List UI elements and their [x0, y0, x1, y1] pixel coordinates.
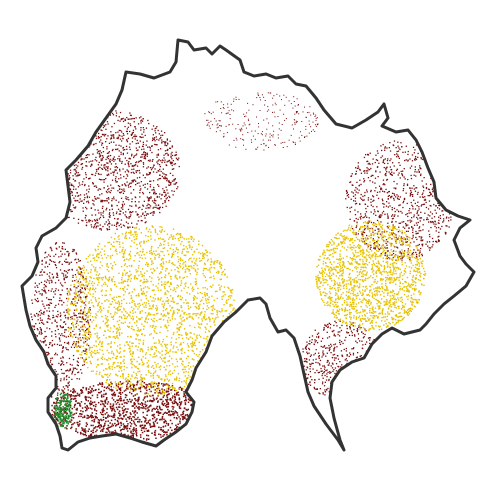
red-patch-south	[51, 380, 210, 442]
red-patch-northwest	[40, 110, 180, 231]
yellow-cluster-east	[315, 220, 427, 332]
red-patch-north	[204, 92, 319, 151]
red-patch-southeast	[300, 320, 381, 401]
region-boundary	[20, 38, 476, 452]
yellow-cluster-west	[66, 225, 236, 397]
green-patch-southwest	[52, 392, 73, 429]
red-patch-west	[30, 242, 92, 402]
map-fill-layer	[30, 92, 455, 442]
